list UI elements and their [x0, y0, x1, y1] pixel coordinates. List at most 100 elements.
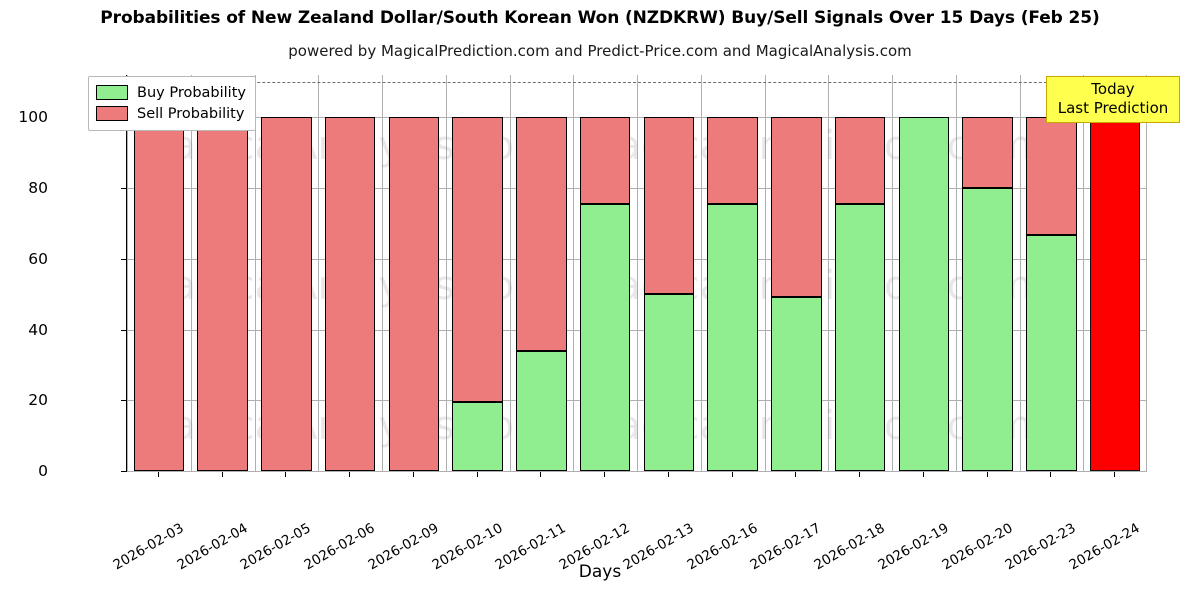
gridline-vertical — [445, 75, 447, 471]
bar-2026-02-20 — [962, 75, 1013, 471]
bar-2026-02-19 — [898, 75, 950, 471]
bar-2026-02-04 — [197, 75, 248, 471]
x-tick-mark — [731, 471, 733, 477]
bar-2026-02-17 — [771, 75, 822, 471]
bar-segment-buy — [898, 117, 950, 471]
gridline-vertical — [892, 75, 893, 471]
bar-segment-sell — [516, 117, 567, 351]
x-tick-mark — [667, 471, 669, 477]
x-tick-mark — [986, 471, 988, 477]
gridline-vertical — [318, 75, 320, 471]
today-annotation-line1: Today — [1091, 80, 1135, 98]
x-tick-mark — [922, 471, 924, 477]
gridlines — [127, 75, 1147, 472]
x-tick-mark — [604, 471, 606, 477]
bar-2026-02-11 — [516, 75, 567, 471]
gridline-vertical — [637, 75, 638, 471]
bar-segment-sell — [962, 117, 1013, 189]
legend-label-sell: Sell Probability — [137, 105, 245, 122]
bar-segment-sell — [452, 117, 503, 403]
bar-segment-sell — [579, 117, 631, 205]
y-tick-label: 60 — [28, 249, 48, 268]
y-tick-mark — [121, 329, 126, 331]
bar-segment-buy — [834, 204, 886, 471]
bar-2026-02-10 — [452, 75, 503, 471]
gridline-vertical — [828, 75, 830, 471]
gridline-vertical — [955, 75, 957, 471]
y-tick-mark — [121, 400, 126, 402]
gridline-vertical — [1019, 75, 1021, 471]
bar-segment-sell — [707, 117, 758, 205]
bar-2026-02-05 — [261, 75, 312, 471]
y-tick-label: 40 — [28, 320, 48, 339]
today-annotation-line2: Last Prediction — [1057, 99, 1169, 117]
bar-segment-buy — [962, 188, 1013, 471]
bar-segment-sell — [197, 117, 248, 471]
gridline-vertical — [1083, 75, 1085, 471]
bar-2026-02-18 — [834, 75, 886, 471]
bar-2026-02-03 — [133, 75, 185, 471]
bar-2026-02-09 — [388, 75, 440, 471]
bar-segment-buy — [707, 204, 758, 471]
bar-segment-sell — [643, 117, 695, 295]
gridline-horizontal — [127, 471, 1147, 472]
bar-segment-sell — [133, 117, 185, 471]
bar-segment-today — [1089, 117, 1141, 471]
x-tick-mark — [1114, 471, 1116, 477]
bar-segment-sell — [324, 117, 376, 471]
gridline-vertical — [700, 75, 702, 471]
x-tick-mark — [859, 471, 861, 477]
reference-dashed-line — [127, 82, 1147, 84]
x-tick-mark — [157, 471, 159, 477]
bar-segment-sell — [1026, 117, 1077, 236]
bar-segment-buy — [452, 402, 503, 471]
x-tick-mark — [221, 471, 223, 477]
bar-segment-buy — [771, 297, 822, 471]
bar-segment-buy — [579, 204, 631, 471]
bar-2026-02-23 — [1026, 75, 1077, 471]
y-tick-label: 0 — [38, 462, 48, 480]
legend-label-buy: Buy Probability — [137, 84, 246, 101]
x-tick-mark — [349, 471, 351, 477]
y-tick-mark — [121, 188, 126, 190]
legend-item-sell: Sell Probability — [96, 103, 246, 124]
chart-title: Probabilities of New Zealand Dollar/Sout… — [100, 8, 1100, 28]
x-tick-mark — [795, 471, 797, 477]
x-tick-mark — [1050, 471, 1052, 477]
bar-segment-buy — [643, 294, 695, 471]
gridline-vertical — [573, 75, 575, 471]
legend-swatch-buy-icon — [96, 85, 128, 100]
gridline-vertical — [764, 75, 766, 471]
x-tick-mark — [540, 471, 542, 477]
x-tick-mark — [476, 471, 478, 477]
legend-item-buy: Buy Probability — [96, 82, 246, 103]
x-tick-mark — [285, 471, 287, 477]
y-tick-mark — [121, 258, 126, 260]
x-tick-mark — [412, 471, 414, 477]
bar-2026-02-12 — [579, 75, 631, 471]
bar-segment-sell — [261, 117, 312, 471]
bar-segment-buy — [1026, 235, 1077, 471]
gridline-vertical — [382, 75, 383, 471]
gridline-vertical — [190, 75, 192, 471]
bar-2026-02-24 — [1089, 75, 1141, 471]
y-tick-label: 100 — [18, 108, 48, 127]
plot-area: MagicalAnalysis.comMagicalPrediction.com… — [126, 75, 1147, 472]
bar-2026-02-13 — [643, 75, 695, 471]
x-axis-label: Days — [578, 562, 622, 582]
bar-segment-sell — [771, 117, 822, 298]
bar-2026-02-06 — [324, 75, 376, 471]
y-tick-mark — [121, 471, 126, 472]
chart-legend: Buy Probability Sell Probability — [88, 76, 256, 131]
chart-subtitle: powered by MagicalPrediction.com and Pre… — [288, 42, 912, 60]
y-tick-label: 20 — [28, 391, 48, 410]
today-annotation: Today Last Prediction — [1046, 76, 1180, 123]
bar-segment-sell — [834, 117, 886, 205]
gridline-vertical — [1146, 75, 1147, 471]
bar-segment-buy — [516, 350, 567, 471]
bar-segment-sell — [388, 117, 440, 471]
gridline-vertical — [509, 75, 511, 471]
y-tick-label: 80 — [28, 179, 48, 198]
legend-swatch-sell-icon — [96, 106, 128, 121]
